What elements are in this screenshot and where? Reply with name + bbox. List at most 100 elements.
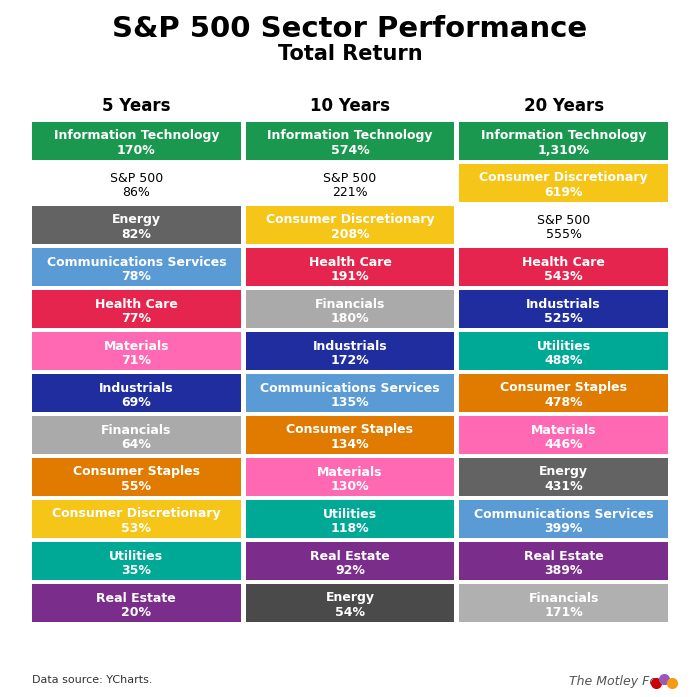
Text: 543%: 543% [545,270,583,282]
Text: Financials: Financials [528,592,599,604]
Text: Consumer Discretionary: Consumer Discretionary [480,171,648,185]
Bar [32,374,241,412]
Text: 1,310%: 1,310% [538,144,589,157]
Text: 92%: 92% [335,563,365,576]
Bar [32,416,241,454]
Text: Utilities: Utilities [109,549,163,562]
Text: Materials: Materials [531,424,596,436]
Text: 86%: 86% [122,185,150,199]
Text: Information Technology: Information Technology [481,130,646,142]
Bar [459,416,668,454]
Text: Industrials: Industrials [99,381,174,395]
Text: Utilities: Utilities [323,507,377,521]
Text: 118%: 118% [330,521,370,535]
Text: Consumer Staples: Consumer Staples [500,381,627,395]
Text: 134%: 134% [330,438,370,450]
Text: Industrials: Industrials [313,339,387,353]
Text: Total Return: Total Return [278,44,422,64]
Text: Real Estate: Real Estate [97,592,176,604]
Bar [459,584,668,622]
Text: Data source: YCharts.: Data source: YCharts. [32,675,153,685]
Bar [32,584,241,622]
Text: Materials: Materials [104,339,169,353]
Text: 172%: 172% [330,353,370,367]
Bar [32,542,241,580]
Text: Energy: Energy [326,592,374,604]
Text: 10 Years: 10 Years [310,97,390,115]
Bar [246,458,454,496]
Bar [246,122,454,160]
Text: 20 Years: 20 Years [524,97,603,115]
Text: 446%: 446% [545,438,583,450]
Bar [246,374,454,412]
Text: Communications Services: Communications Services [474,507,654,521]
Text: Utilities: Utilities [537,339,591,353]
Bar [246,206,454,244]
Text: S&P 500: S&P 500 [323,171,377,185]
Bar [459,122,668,160]
Text: 180%: 180% [330,312,370,325]
Text: 82%: 82% [121,227,151,240]
Text: 64%: 64% [121,438,151,450]
Text: 389%: 389% [545,563,583,576]
Text: 574%: 574% [330,144,370,157]
Text: 170%: 170% [117,144,155,157]
Text: Real Estate: Real Estate [310,549,390,562]
Text: Health Care: Health Care [522,256,605,268]
Text: S&P 500 Sector Performance: S&P 500 Sector Performance [113,15,587,43]
Bar [459,374,668,412]
Text: 5 Years: 5 Years [102,97,171,115]
Text: S&P 500: S&P 500 [537,213,590,227]
Text: Consumer Discretionary: Consumer Discretionary [52,507,220,521]
Bar [246,542,454,580]
Text: 35%: 35% [121,563,151,576]
Text: 488%: 488% [545,353,583,367]
Text: Real Estate: Real Estate [524,549,603,562]
Text: The Motley Fool: The Motley Fool [569,675,668,688]
Bar [459,248,668,286]
Bar [459,500,668,538]
Text: 77%: 77% [121,312,151,325]
Text: 20%: 20% [121,606,151,618]
Text: Financials: Financials [101,424,172,436]
Bar [459,290,668,328]
Text: Communications Services: Communications Services [260,381,440,395]
Bar [246,248,454,286]
Text: 431%: 431% [545,480,583,493]
Text: 54%: 54% [335,606,365,618]
Bar [32,500,241,538]
Text: 53%: 53% [121,521,151,535]
Text: Consumer Discretionary: Consumer Discretionary [266,213,434,227]
Bar [246,500,454,538]
Bar [32,122,241,160]
Bar [459,458,668,496]
Bar [32,206,241,244]
Text: Consumer Staples: Consumer Staples [286,424,414,436]
Bar [459,164,668,202]
Text: 69%: 69% [122,395,151,408]
Text: Health Care: Health Care [309,256,391,268]
Bar [459,542,668,580]
Text: 55%: 55% [121,480,151,493]
Bar [246,290,454,328]
Text: Information Technology: Information Technology [267,130,433,142]
Text: Financials: Financials [315,298,385,310]
Bar [246,584,454,622]
Text: 171%: 171% [545,606,583,618]
Text: 478%: 478% [545,395,583,408]
Text: Health Care: Health Care [95,298,178,310]
Bar [459,332,668,370]
Text: 191%: 191% [330,270,370,282]
Text: Materials: Materials [317,466,383,479]
Text: 221%: 221% [332,185,368,199]
Text: 208%: 208% [330,227,370,240]
Text: 71%: 71% [121,353,151,367]
Text: 399%: 399% [545,521,583,535]
Bar [246,332,454,370]
Text: Industrials: Industrials [526,298,601,310]
Text: 130%: 130% [330,480,370,493]
Text: S&P 500: S&P 500 [110,171,163,185]
Bar [246,416,454,454]
Text: 78%: 78% [121,270,151,282]
Text: Communications Services: Communications Services [46,256,226,268]
